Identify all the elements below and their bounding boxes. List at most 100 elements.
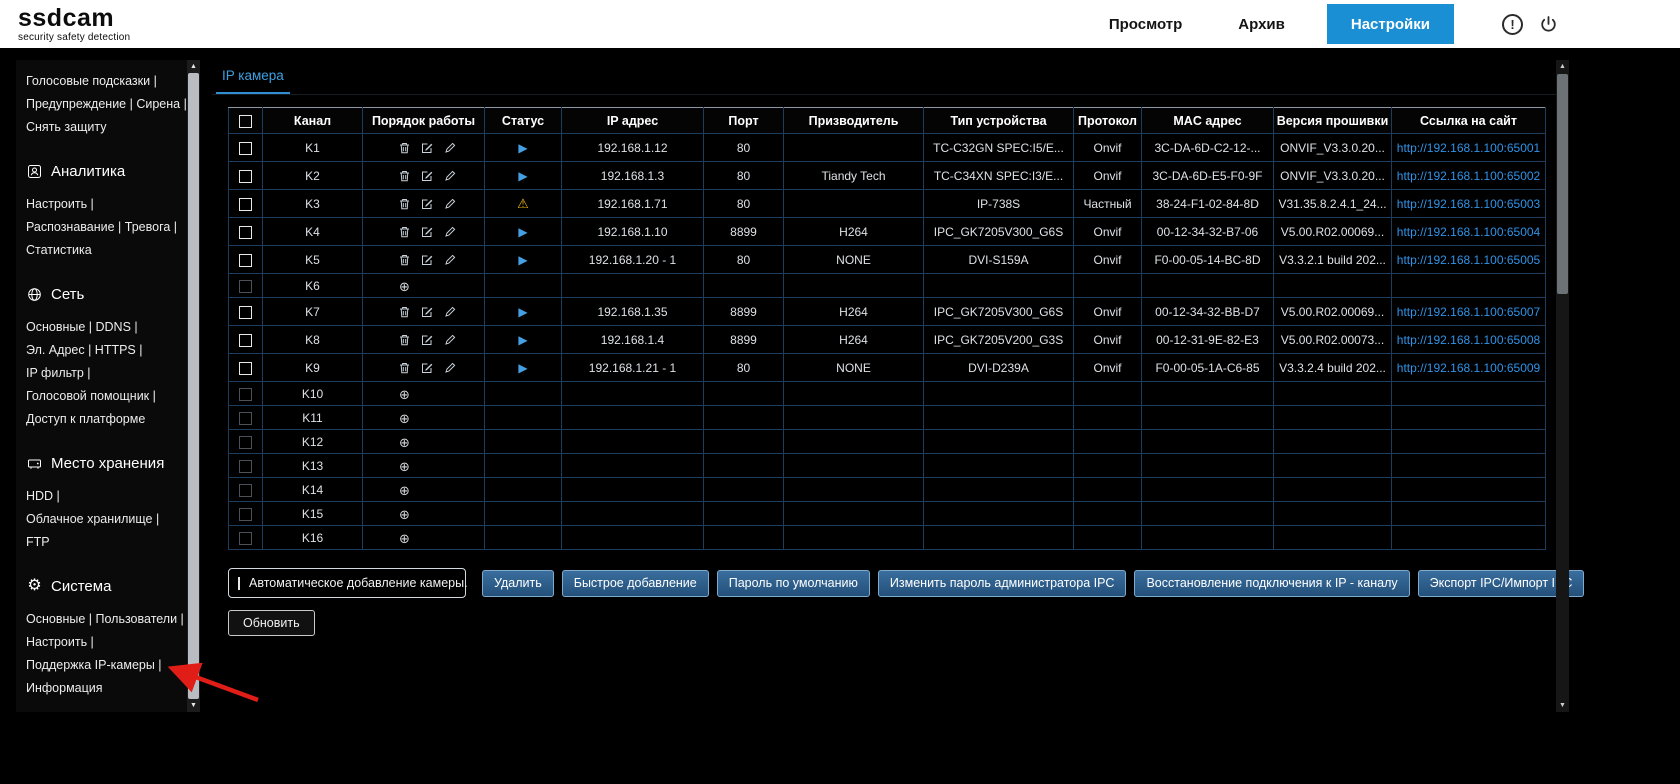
pen-icon[interactable] bbox=[444, 362, 456, 374]
row-select-checkbox[interactable] bbox=[239, 305, 252, 319]
row-select-checkbox[interactable] bbox=[239, 483, 252, 497]
default-password-button[interactable]: Пароль по умолчанию bbox=[716, 569, 870, 597]
add-camera-icon[interactable]: ⊕ bbox=[399, 410, 410, 426]
nav-archive[interactable]: Архив bbox=[1238, 15, 1285, 33]
row-select-checkbox[interactable] bbox=[239, 197, 252, 211]
pen-icon[interactable] bbox=[444, 254, 456, 266]
scroll-down-icon[interactable]: ▼ bbox=[190, 702, 197, 709]
row-select-checkbox[interactable] bbox=[239, 225, 252, 239]
sidebar-item[interactable]: Голосовые подсказки | bbox=[26, 74, 157, 88]
row-select-checkbox[interactable] bbox=[239, 169, 252, 183]
power-icon[interactable] bbox=[1539, 15, 1558, 34]
play-status-icon[interactable]: ▶ bbox=[518, 224, 528, 239]
camera-web-link[interactable]: http://192.168.1.100:65009 bbox=[1396, 360, 1541, 375]
sidebar-item[interactable]: Предупреждение | Сирена | bbox=[26, 97, 187, 111]
edit-icon[interactable] bbox=[421, 170, 433, 182]
delete-button[interactable]: Удалить bbox=[482, 569, 554, 597]
edit-icon[interactable] bbox=[421, 142, 433, 154]
scroll-up-icon[interactable]: ▲ bbox=[1559, 63, 1566, 70]
select-all-checkbox[interactable] bbox=[239, 114, 252, 128]
sidebar-item[interactable]: Доступ к платформе bbox=[26, 412, 146, 426]
sidebar-item[interactable]: Основные | Пользователи | bbox=[26, 612, 184, 626]
change-ipc-admin-password-button[interactable]: Изменить пароль администратора IPC bbox=[877, 569, 1127, 597]
add-camera-icon[interactable]: ⊕ bbox=[399, 506, 410, 522]
sidebar-scrollbar-thumb[interactable] bbox=[188, 73, 199, 699]
row-select-checkbox[interactable] bbox=[239, 387, 252, 401]
sidebar-item[interactable]: Снять защиту bbox=[26, 120, 107, 134]
auto-add-camera-box[interactable]: Автоматическое добавление камеры. bbox=[228, 568, 468, 598]
sidebar-item[interactable]: HDD | bbox=[26, 489, 60, 503]
scroll-up-icon[interactable]: ▲ bbox=[190, 63, 197, 70]
delete-icon[interactable] bbox=[399, 254, 410, 266]
play-status-icon[interactable]: ▶ bbox=[518, 360, 528, 375]
row-select-checkbox[interactable] bbox=[239, 361, 252, 375]
add-camera-icon[interactable]: ⊕ bbox=[399, 386, 410, 402]
pen-icon[interactable] bbox=[444, 170, 456, 182]
row-select-checkbox[interactable] bbox=[239, 279, 252, 293]
row-select-checkbox[interactable] bbox=[239, 141, 252, 155]
camera-web-link[interactable]: http://192.168.1.100:65001 bbox=[1396, 140, 1541, 155]
scroll-down-icon[interactable]: ▼ bbox=[1559, 702, 1566, 709]
pen-icon[interactable] bbox=[444, 334, 456, 346]
row-select-checkbox[interactable] bbox=[239, 531, 252, 545]
delete-icon[interactable] bbox=[399, 334, 410, 346]
sidebar-item[interactable]: Облачное хранилище | bbox=[26, 512, 160, 526]
edit-icon[interactable] bbox=[421, 306, 433, 318]
sidebar-item[interactable]: Информация bbox=[26, 681, 103, 695]
sidebar-scrollbar[interactable]: ▲ ▼ bbox=[187, 60, 200, 712]
play-status-icon[interactable]: ▶ bbox=[518, 140, 528, 155]
camera-web-link[interactable]: http://192.168.1.100:65004 bbox=[1396, 224, 1541, 239]
row-select-checkbox[interactable] bbox=[239, 253, 252, 267]
pen-icon[interactable] bbox=[444, 306, 456, 318]
add-camera-icon[interactable]: ⊕ bbox=[399, 458, 410, 474]
edit-icon[interactable] bbox=[421, 254, 433, 266]
refresh-button[interactable]: Обновить bbox=[228, 610, 315, 636]
delete-icon[interactable] bbox=[399, 198, 410, 210]
sidebar-item[interactable]: Эл. Адрес | HTTPS | bbox=[26, 343, 143, 357]
nav-preview[interactable]: Просмотр bbox=[1108, 15, 1183, 33]
edit-icon[interactable] bbox=[421, 334, 433, 346]
delete-icon[interactable] bbox=[399, 170, 410, 182]
warning-status-icon[interactable]: ⚠ bbox=[517, 195, 529, 211]
edit-icon[interactable] bbox=[421, 198, 433, 210]
delete-icon[interactable] bbox=[399, 306, 410, 318]
camera-web-link[interactable]: http://192.168.1.100:65005 bbox=[1396, 252, 1541, 267]
sidebar-item[interactable]: FTP bbox=[26, 535, 50, 549]
add-camera-icon[interactable]: ⊕ bbox=[399, 482, 410, 498]
sidebar-item[interactable]: IP фильтр | bbox=[26, 366, 91, 380]
sidebar-item[interactable]: Распознавание | Тревога | bbox=[26, 220, 178, 234]
camera-web-link[interactable]: http://192.168.1.100:65003 bbox=[1396, 196, 1541, 211]
play-status-icon[interactable]: ▶ bbox=[518, 332, 528, 347]
auto-add-checkbox[interactable] bbox=[238, 576, 240, 590]
row-select-checkbox[interactable] bbox=[239, 459, 252, 473]
alert-icon[interactable]: ! bbox=[1502, 13, 1523, 35]
main-scrollbar-thumb[interactable] bbox=[1557, 74, 1568, 294]
nav-settings[interactable]: Настройки bbox=[1326, 4, 1454, 44]
pen-icon[interactable] bbox=[444, 198, 456, 210]
delete-icon[interactable] bbox=[399, 362, 410, 374]
quick-add-button[interactable]: Быстрое добавление bbox=[561, 569, 709, 597]
play-status-icon[interactable]: ▶ bbox=[518, 168, 528, 183]
sidebar-item[interactable]: Статистика bbox=[26, 243, 92, 257]
delete-icon[interactable] bbox=[399, 142, 410, 154]
delete-icon[interactable] bbox=[399, 226, 410, 238]
sidebar-item[interactable]: Голосовой помощник | bbox=[26, 389, 156, 403]
main-scrollbar[interactable]: ▲ ▼ bbox=[1556, 60, 1569, 712]
camera-web-link[interactable]: http://192.168.1.100:65007 bbox=[1396, 304, 1541, 319]
play-status-icon[interactable]: ▶ bbox=[518, 252, 528, 267]
camera-web-link[interactable]: http://192.168.1.100:65008 bbox=[1396, 332, 1541, 347]
play-status-icon[interactable]: ▶ bbox=[518, 304, 528, 319]
sidebar-item[interactable]: Настроить | bbox=[26, 197, 94, 211]
camera-web-link[interactable]: http://192.168.1.100:65002 bbox=[1396, 168, 1541, 183]
row-select-checkbox[interactable] bbox=[239, 507, 252, 521]
restore-ip-channel-connection-button[interactable]: Восстановление подключения к IP - каналу bbox=[1134, 569, 1410, 597]
sidebar-item[interactable]: Настроить | bbox=[26, 635, 94, 649]
add-camera-icon[interactable]: ⊕ bbox=[399, 530, 410, 546]
add-camera-icon[interactable]: ⊕ bbox=[399, 434, 410, 450]
edit-icon[interactable] bbox=[421, 362, 433, 374]
add-camera-icon[interactable]: ⊕ bbox=[399, 278, 410, 294]
row-select-checkbox[interactable] bbox=[239, 435, 252, 449]
edit-icon[interactable] bbox=[421, 226, 433, 238]
pen-icon[interactable] bbox=[444, 226, 456, 238]
sidebar-item[interactable]: Основные | DDNS | bbox=[26, 320, 138, 334]
